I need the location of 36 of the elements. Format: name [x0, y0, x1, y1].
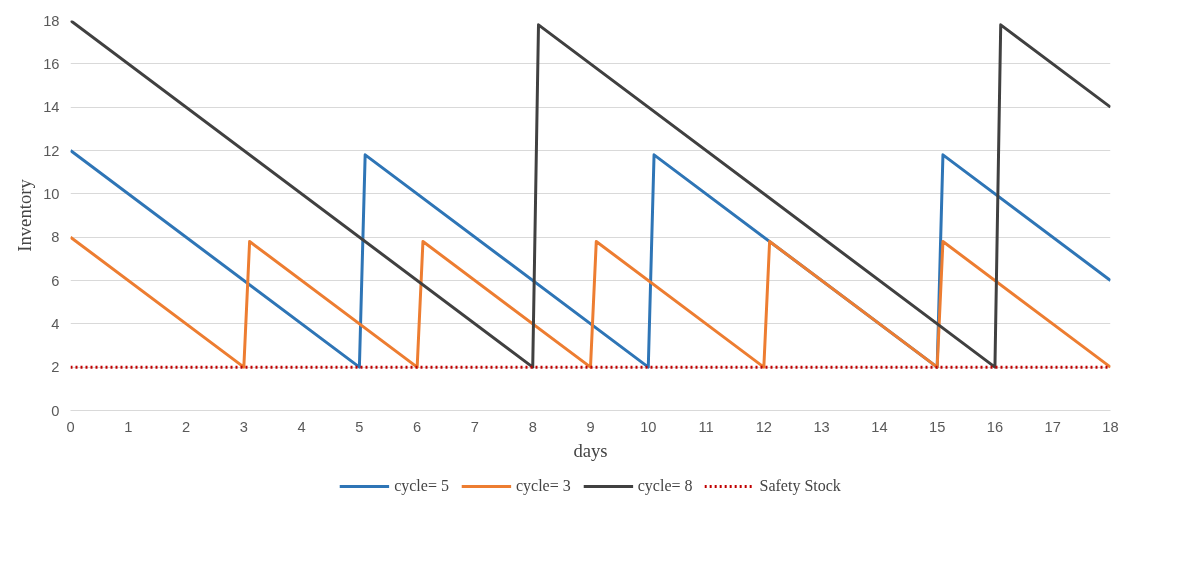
legend-label: cycle= 8 [637, 476, 693, 495]
y-tick-label: 6 [51, 272, 60, 289]
x-tick-label: 8 [528, 418, 537, 435]
y-tick-label: 12 [43, 142, 60, 159]
line-series [70, 20, 1111, 369]
y-tick-label: 10 [43, 185, 60, 202]
x-tick-label: 13 [813, 418, 830, 435]
y-tick-label: 0 [51, 402, 60, 419]
legend-label: cycle= 3 [515, 476, 571, 495]
x-tick-label: 7 [470, 418, 480, 435]
x-tick-label: 5 [355, 418, 364, 435]
legend-label: Safety Stock [759, 476, 841, 495]
y-tick-label: 18 [43, 12, 60, 29]
y-axis-title: Inventory [14, 178, 36, 252]
x-tick-label: 17 [1044, 418, 1061, 435]
x-tick-label: 1 [124, 418, 133, 435]
x-tick-label: 18 [1102, 418, 1119, 435]
x-tick-label: 0 [66, 418, 75, 435]
x-tick-label: 4 [297, 418, 306, 435]
x-tick-label: 16 [986, 418, 1004, 435]
y-tick-label: 4 [51, 315, 60, 332]
x-tick-label: 14 [871, 418, 888, 435]
x-tick-label: 3 [239, 418, 248, 435]
x-tick-label: 15 [929, 418, 946, 435]
x-tick-label: 10 [640, 418, 657, 435]
legend-label: cycle= 5 [394, 476, 449, 495]
x-tick-label: 9 [586, 418, 595, 435]
y-tick-label: 14 [43, 99, 60, 116]
x-tick-label: 2 [181, 418, 191, 435]
x-axis-title: days [573, 439, 608, 461]
y-tick-label: 8 [51, 229, 60, 246]
x-tick-label: 12 [755, 418, 772, 435]
y-tick-label: 2 [51, 359, 60, 376]
x-tick-label: 11 [698, 418, 714, 435]
x-tick-label: 6 [413, 418, 422, 435]
y-tick-label: 16 [43, 55, 60, 72]
